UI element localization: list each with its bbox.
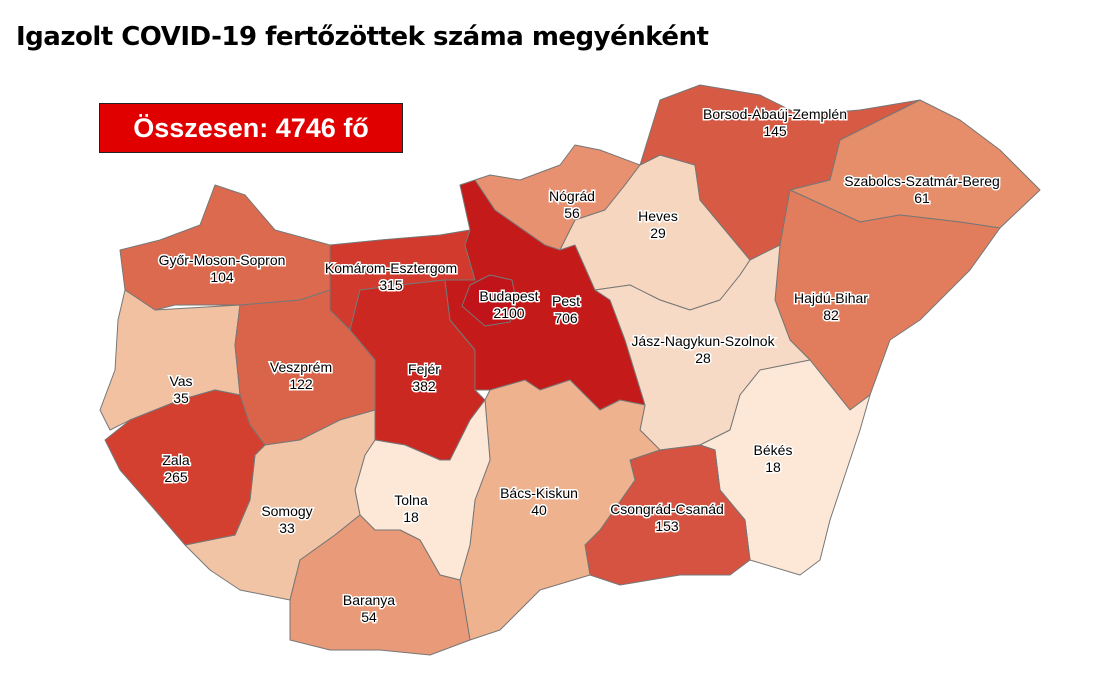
county-value-gyor: 104 [210, 269, 234, 285]
county-gyor [119, 184, 331, 311]
county-name-bekes: Békés [754, 442, 793, 458]
county-name-gyor: Győr-Moson-Sopron [159, 252, 286, 268]
county-value-baranya: 54 [361, 609, 377, 625]
county-name-veszprem: Veszprém [270, 359, 332, 375]
county-value-heves: 29 [650, 225, 666, 241]
county-name-zala: Zala [162, 452, 189, 468]
total-cases-box: Összesen: 4746 fő [99, 103, 403, 153]
county-value-veszprem: 122 [289, 376, 313, 392]
total-cases-label: Összesen: 4746 fő [133, 112, 369, 143]
map-title: Igazolt COVID-19 fertőzöttek száma megyé… [16, 22, 709, 52]
county-name-budapest: Budapest [479, 288, 538, 304]
county-value-somogy: 33 [279, 520, 295, 536]
county-value-borsod: 145 [763, 123, 787, 139]
county-name-fejer: Fejér [408, 361, 440, 377]
county-name-csongrad: Csongrád-Csanád [610, 501, 724, 517]
county-name-tolna: Tolna [394, 492, 428, 508]
county-name-szabolcs: Szabolcs-Szatmár-Bereg [844, 173, 1000, 189]
county-name-komarom: Komárom-Esztergom [325, 260, 457, 276]
county-name-bacs: Bács-Kiskun [500, 485, 578, 501]
county-name-jasz: Jász-Nagykun-Szolnok [631, 333, 775, 349]
county-baranya [289, 514, 471, 656]
county-name-borsod: Borsod-Abaúj-Zemplén [703, 106, 847, 122]
county-name-somogy: Somogy [261, 503, 312, 519]
county-value-tolna: 18 [403, 509, 419, 525]
county-name-heves: Heves [638, 208, 678, 224]
county-value-pest: 706 [554, 310, 578, 326]
county-name-vas: Vas [169, 373, 192, 389]
county-name-hajdu: Hajdú-Bihar [794, 290, 868, 306]
county-zala [104, 389, 266, 546]
county-name-nograd: Nógrád [549, 188, 595, 204]
county-budapest [461, 274, 517, 327]
county-value-jasz: 28 [695, 350, 711, 366]
county-value-csongrad: 153 [655, 518, 679, 534]
county-name-pest: Pest [552, 293, 580, 309]
county-value-hajdu: 82 [823, 307, 839, 323]
county-value-szabolcs: 61 [914, 190, 930, 206]
county-value-zala: 265 [164, 469, 188, 485]
county-name-baranya: Baranya [343, 592, 395, 608]
county-value-nograd: 56 [564, 205, 580, 221]
county-value-bekes: 18 [765, 459, 781, 475]
county-value-fejer: 382 [412, 378, 436, 394]
county-value-komarom: 315 [379, 277, 403, 293]
county-value-bacs: 40 [531, 502, 547, 518]
county-value-vas: 35 [173, 390, 189, 406]
county-value-budapest: 2100 [493, 305, 524, 321]
